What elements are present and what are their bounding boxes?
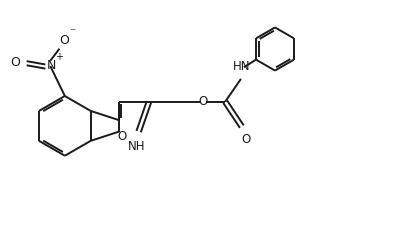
Text: HN: HN: [233, 60, 250, 73]
Text: +: +: [54, 52, 63, 62]
Text: O: O: [10, 56, 20, 69]
Text: O: O: [241, 133, 250, 146]
Text: O: O: [59, 34, 69, 47]
Text: ⁻: ⁻: [69, 26, 76, 40]
Text: O: O: [198, 95, 208, 108]
Text: NH: NH: [127, 140, 145, 153]
Text: N: N: [47, 59, 56, 72]
Text: O: O: [117, 130, 126, 143]
